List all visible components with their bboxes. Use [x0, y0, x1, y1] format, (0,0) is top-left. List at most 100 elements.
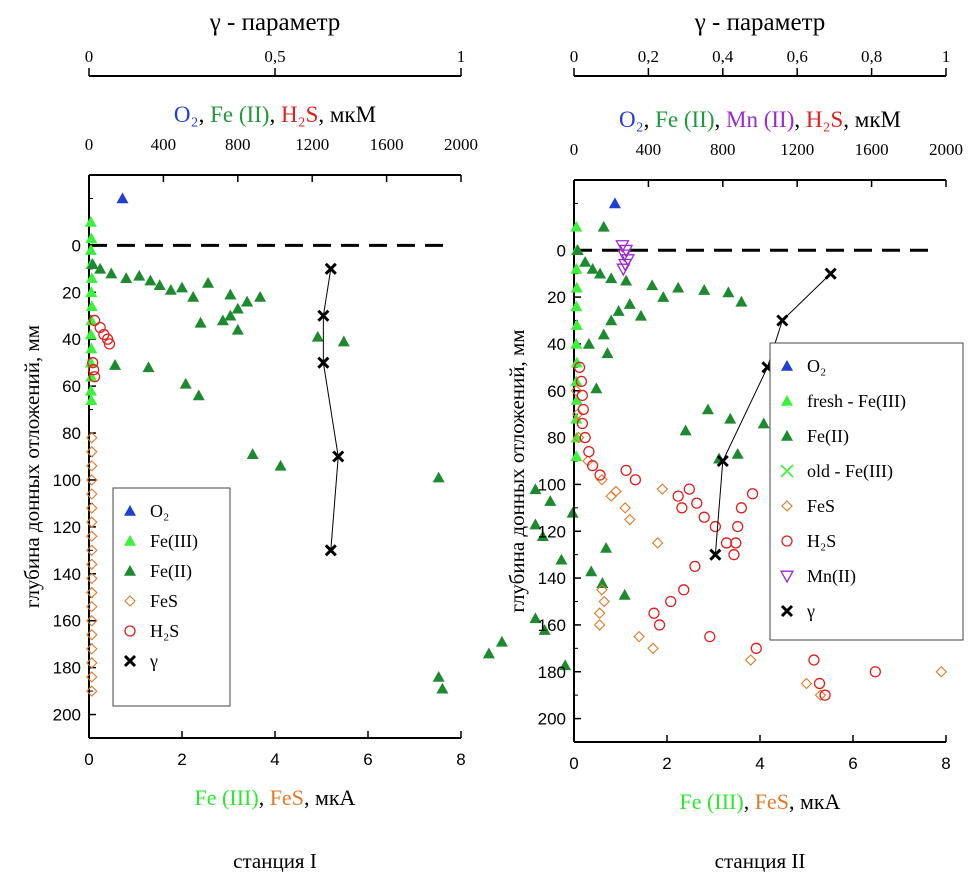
- point-FeII: [731, 447, 744, 459]
- legend-marker-FeIII: [124, 535, 136, 546]
- x-bottom-tick-label: 4: [270, 750, 279, 769]
- point-H2S: [87, 357, 99, 369]
- series-H2S: [87, 314, 116, 383]
- point-FeII: [698, 284, 711, 295]
- x-bottom-tick-label: 8: [941, 754, 950, 773]
- point-H2S: [103, 338, 116, 350]
- point-H2S: [746, 488, 759, 500]
- point-FeS: [593, 607, 606, 619]
- y-tick-label: 100: [53, 471, 81, 490]
- point-FeS: [605, 490, 617, 502]
- x-top2-tick-label: 0: [570, 140, 579, 159]
- point-H2S: [728, 549, 740, 561]
- point-H2S: [672, 490, 684, 502]
- legend-marker-FeS: [124, 595, 136, 607]
- point-FeII: [538, 624, 551, 635]
- x-bottom-axis-label-part: , мкА: [304, 785, 356, 810]
- y-tick-label: 120: [538, 522, 566, 541]
- point-H2S: [594, 469, 606, 481]
- y-tick-label: 200: [538, 710, 566, 729]
- point-H2S: [720, 537, 733, 549]
- series-FeII: [571, 220, 798, 464]
- point-H2S: [689, 560, 701, 573]
- y-tick-label: 140: [538, 569, 566, 588]
- point-FeII: [600, 541, 613, 553]
- point-FeII: [133, 269, 146, 281]
- point-FeII: [605, 272, 618, 284]
- series-O2: [116, 192, 129, 204]
- point-FeIII: [85, 232, 98, 244]
- point-FeIII: [85, 394, 98, 405]
- y-tick-label: 160: [538, 616, 566, 635]
- point-FeII: [202, 276, 215, 288]
- point-FeII: [620, 274, 633, 286]
- point-FeS: [86, 431, 98, 444]
- x-top2-axis-label-part: ,: [794, 107, 806, 132]
- x-top2-axis-label-part: O₂: [619, 107, 644, 132]
- point-FeS: [610, 485, 622, 498]
- point-FeII: [529, 483, 542, 495]
- point-FeII: [594, 267, 607, 279]
- x-bottom-axis-label-part: FeS: [270, 785, 304, 810]
- legend-label-FeII: Fe(II): [807, 426, 849, 447]
- point-FeS: [86, 671, 98, 683]
- x-top2-tick-label: 400: [151, 135, 177, 154]
- point-FeII: [586, 262, 599, 274]
- x-bottom-tick-label: 2: [662, 754, 671, 773]
- x-bottom-axis-label-part: FeS: [755, 789, 789, 814]
- point-FeII: [657, 291, 670, 302]
- point-FeII: [176, 281, 188, 293]
- point-gamma: [776, 314, 789, 327]
- point-freshFeIII: [570, 450, 583, 462]
- point-H2S: [698, 511, 710, 523]
- legend-marker-FeS: [781, 500, 793, 512]
- series-gamma: [709, 267, 837, 561]
- point-FeII: [605, 314, 618, 326]
- legend-label-gamma: γ: [806, 601, 815, 621]
- point-FeII: [192, 389, 205, 401]
- point-FeII: [585, 565, 598, 577]
- point-FeII: [735, 295, 748, 307]
- y-tick-label: 200: [53, 706, 81, 725]
- point-H2S: [577, 403, 589, 416]
- point-freshFeIII: [570, 394, 583, 405]
- x-top2-axis-label-part: H₂S: [281, 102, 318, 127]
- point-FeS: [814, 689, 827, 701]
- y-tick-label: 180: [538, 663, 566, 682]
- point-FeIII: [84, 384, 97, 396]
- x-top2-axis-label-part: ,: [269, 102, 281, 127]
- point-H2S: [576, 389, 589, 402]
- legend-marker-O2: [124, 505, 136, 516]
- point-H2S: [683, 483, 695, 495]
- y-tick-label: 60: [62, 377, 81, 396]
- series-freshFeIII: [570, 220, 583, 462]
- series-FeII: [86, 258, 631, 694]
- point-freshFeIII: [570, 431, 583, 443]
- series-FeS: [570, 384, 948, 701]
- x-top2-tick-label: 800: [225, 135, 251, 154]
- x-bottom-axis-label-part: Fe (III): [195, 785, 259, 810]
- point-H2S: [665, 595, 677, 608]
- point-freshFeIII: [570, 220, 583, 232]
- point-FeS: [86, 657, 98, 669]
- x-top2-axis-label: O₂, Fe (II), Mn (II), H₂S, мкМ: [619, 107, 901, 132]
- point-FeS: [86, 629, 98, 641]
- x-top2-tick-label: 1600: [855, 140, 889, 159]
- point-FeS: [619, 502, 631, 514]
- point-FeS: [86, 643, 98, 655]
- point-MnII: [615, 240, 630, 253]
- point-FeIII: [85, 300, 98, 312]
- series-O2: [608, 197, 621, 209]
- point-H2S: [808, 654, 820, 666]
- point-FeII: [566, 506, 579, 518]
- x-top2-axis-label-part: Mn (II): [726, 107, 794, 132]
- x-top2-tick-label: 400: [636, 140, 662, 159]
- point-FeII: [582, 337, 595, 349]
- x-bottom-tick-label: 6: [848, 754, 857, 773]
- point-FeS: [86, 502, 98, 514]
- point-FeII: [544, 495, 557, 506]
- y-tick-label: 0: [72, 236, 81, 255]
- gamma-tick-label: 1: [942, 47, 951, 66]
- y-tick-label: 20: [62, 283, 81, 302]
- point-FeS: [598, 595, 611, 608]
